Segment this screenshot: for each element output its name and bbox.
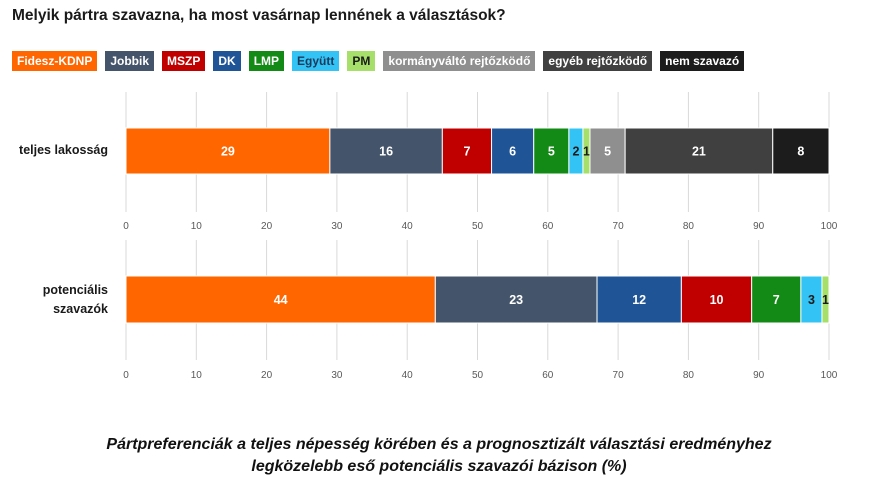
bar-segment-pm <box>821 275 830 324</box>
data-label: 7 <box>463 145 470 159</box>
data-label: 5 <box>548 145 555 159</box>
x-tick-label: 40 <box>402 221 414 232</box>
x-tick-label: 0 <box>123 370 129 381</box>
data-label: 3 <box>808 293 815 307</box>
bar-segment-kormanyvalto-rejtozkodo <box>589 127 626 175</box>
x-tick-label: 70 <box>613 370 625 381</box>
bar-segment-lmp <box>533 127 570 175</box>
caption-line-1: Pártpreferenciák a teljes népesség köréb… <box>106 436 772 453</box>
category-label: szavazók <box>53 302 108 316</box>
x-tick-label: 70 <box>613 221 625 232</box>
data-label: 10 <box>710 293 724 307</box>
bar-segment-fidesz-kdnp <box>125 275 436 324</box>
bar-segment-egyeb-rejtozkodo <box>624 127 774 175</box>
legend-item-lmp: LMP <box>248 51 285 71</box>
bar-segment-dk <box>491 127 535 175</box>
legend-item-mszp: MSZP <box>162 51 206 71</box>
x-tick-label: 10 <box>191 370 203 381</box>
data-label: 29 <box>221 145 235 159</box>
bar-segment-jobbik <box>329 127 443 175</box>
legend-item-pm: PM <box>347 51 376 71</box>
x-tick-label: 80 <box>683 221 695 232</box>
legend-item-fidesz-kdnp: Fidesz-KDNP <box>12 51 98 71</box>
chart-title: Melyik pártra szavazna, ha most vasárnap… <box>12 7 506 24</box>
x-tick-label: 20 <box>261 221 273 232</box>
x-tick-label: 10 <box>191 221 203 232</box>
data-label: 7 <box>773 293 780 307</box>
x-tick-label: 50 <box>472 370 484 381</box>
data-label: 5 <box>604 145 611 159</box>
x-tick-label: 30 <box>331 221 343 232</box>
x-tick-label: 100 <box>821 370 838 381</box>
x-tick-label: 20 <box>261 370 273 381</box>
data-label: 2 <box>572 145 579 159</box>
chart-caption: Pártpreferenciák a teljes népesség köréb… <box>0 434 878 478</box>
data-label: 23 <box>509 293 523 307</box>
data-label: 44 <box>274 293 288 307</box>
x-tick-label: 100 <box>821 221 838 232</box>
chart-legend: Fidesz-KDNP Jobbik MSZP DK LMP Együtt PM kormán… <box>12 51 745 71</box>
legend-item-nem-szavazo: nem szavazó <box>660 51 745 71</box>
data-label: 16 <box>379 145 393 159</box>
legend-item-jobbik: Jobbik <box>105 51 155 71</box>
bar-segment-mszp <box>680 275 753 324</box>
data-label: 21 <box>692 145 706 159</box>
legend-item-egyeb-rejtozkodo: egyéb rejtőzködő <box>543 51 653 71</box>
x-tick-label: 80 <box>683 370 695 381</box>
data-label: 12 <box>632 293 646 307</box>
x-tick-label: 60 <box>542 370 554 381</box>
category-label: teljes lakosság <box>19 143 108 157</box>
category-label: potenciális <box>43 283 108 297</box>
x-tick-label: 90 <box>753 370 765 381</box>
x-tick-label: 0 <box>123 221 129 232</box>
x-tick-label: 40 <box>402 370 414 381</box>
legend-item-egyutt: Együtt <box>292 51 340 71</box>
data-label: 6 <box>509 145 516 159</box>
legend-item-dk: DK <box>213 51 241 71</box>
data-label: 1 <box>583 145 590 159</box>
caption-line-2: legközelebb eső potenciális szavazói báz… <box>251 458 627 475</box>
x-tick-label: 90 <box>753 221 765 232</box>
data-label: 8 <box>797 145 804 159</box>
bar-segment-nem-szavazo <box>772 127 830 175</box>
x-tick-label: 50 <box>472 221 484 232</box>
bar-segment-lmp <box>751 275 802 324</box>
x-tick-label: 60 <box>542 221 554 232</box>
bar-segment-dk <box>596 275 682 324</box>
legend-item-kormanyvalto-rejtozkodo: kormányváltó rejtőzködő <box>383 51 536 71</box>
bar-segment-jobbik <box>434 275 598 324</box>
data-label: 1 <box>822 293 829 307</box>
x-tick-label: 30 <box>331 370 343 381</box>
